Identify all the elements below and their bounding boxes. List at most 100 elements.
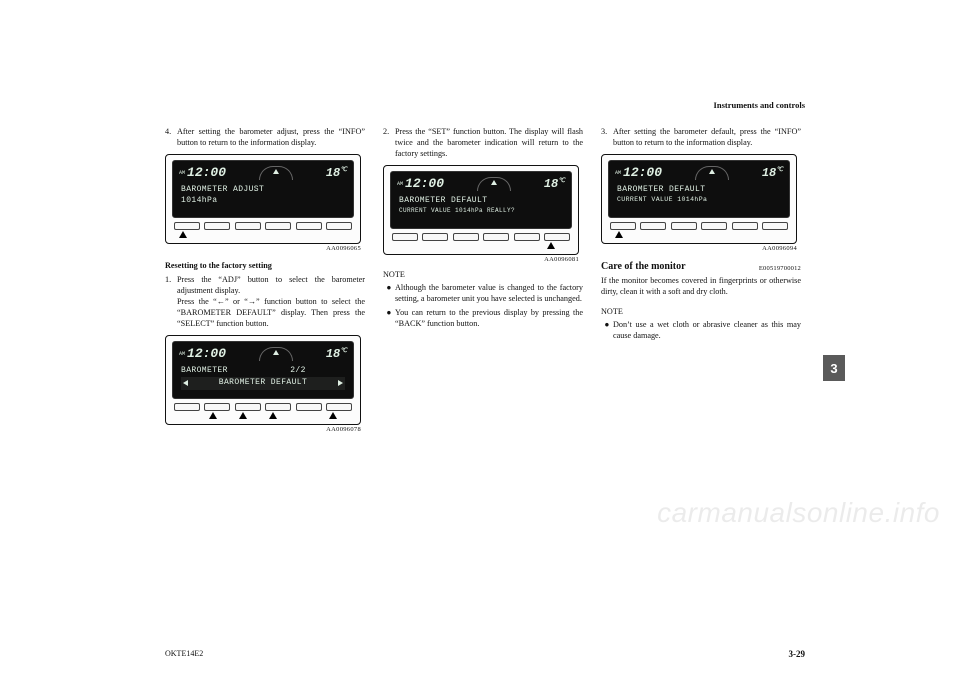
function-button[interactable] [610,222,636,230]
function-button[interactable] [204,222,230,230]
column-3: 3. After setting the barometer default, … [601,126,801,437]
function-button[interactable] [640,222,666,230]
footer-code: OKTE14E2 [165,649,203,659]
column-2: 2. Press the “SET” function button. The … [383,126,583,437]
lcd-screen: AM12:00 18℃ BAROMETER ADJUST 1014hPa [172,160,354,218]
section-header: Instruments and controls [714,100,805,110]
bullet-text: Don’t use a wet cloth or abrasive cleane… [613,319,801,341]
clock-ampm: AM [397,182,403,187]
function-button[interactable] [235,222,261,230]
arrow-indicators [172,412,354,420]
function-button[interactable] [392,233,418,241]
body-text: If the monitor becomes covered in finger… [601,275,801,297]
arrow-indicators [172,231,354,239]
screen-line2: CURRENT VALUE 1014hPa [617,196,781,205]
list-number: 3. [601,126,613,148]
page-footer: OKTE14E2 3-29 [165,649,805,659]
up-arrow-icon [269,412,277,419]
temperature: 18℃ [544,176,565,192]
compass-icon [477,177,511,191]
up-arrow-icon [547,242,555,249]
function-button[interactable] [701,222,727,230]
clock-time: 12:00 [405,175,444,193]
compass-icon [695,166,729,180]
function-button[interactable] [174,222,200,230]
heading-text: Care of the monitor [601,260,686,274]
heading-care: Care of the monitor E00519700012 [601,260,801,274]
bullet-icon: ● [383,282,395,304]
column-layout: 4. After setting the barometer adjust, p… [165,126,805,437]
page-number: 3-29 [789,649,806,659]
bullet-text: Although the barometer value is changed … [395,282,583,304]
manual-page: Instruments and controls 4. After settin… [165,100,805,620]
screen-message: BAROMETER ADJUST 1014hPa [181,185,345,207]
bullet-item: ● Don’t use a wet cloth or abrasive clea… [601,319,801,341]
screen-line1: BAROMETER 2/2 [181,366,345,377]
figure-4: AM12:00 18℃ BAROMETER DEFAULT CURRENT VA… [601,154,797,254]
list-text: After setting the barometer adjust, pres… [177,126,365,148]
function-button[interactable] [265,403,291,411]
list-number: 2. [383,126,395,159]
clock-ampm: AM [179,171,185,176]
screen-line1: BAROMETER ADJUST [181,185,345,196]
right-arrow-icon [338,380,343,386]
function-button[interactable] [732,222,758,230]
left-arrow-icon [183,380,188,386]
figure-code: AA0096065 [165,245,361,254]
list-text: After setting the barometer default, pre… [613,126,801,148]
compass-icon [259,347,293,361]
lcd-screen: AM12:00 18℃ BAROMETER DEFAULT CURRENT VA… [608,160,790,218]
function-button[interactable] [483,233,509,241]
banner-text: BAROMETER DEFAULT [219,378,307,389]
arrow-indicators [390,242,572,250]
function-button[interactable] [514,233,540,241]
bullet-item: ● Although the barometer value is change… [383,282,583,304]
function-button[interactable] [235,403,261,411]
note-label: NOTE [383,269,583,280]
screen-banner: BAROMETER DEFAULT [181,377,345,390]
screen-line1: BAROMETER DEFAULT [617,185,781,196]
list-number: 1. [165,274,177,329]
column-1: 4. After setting the barometer adjust, p… [165,126,365,437]
bullet-icon: ● [383,307,395,329]
screen-top-row: AM12:00 18℃ [173,345,353,363]
chapter-tab: 3 [823,355,845,381]
list-text: Press the “ADJ” button to select the bar… [177,274,365,329]
screen-message: BAROMETER DEFAULT CURRENT VALUE 1014hPa [617,185,781,205]
function-button[interactable] [204,403,230,411]
figure-2: AM12:00 18℃ BAROMETER 2/2 BAROMETER DEFA… [165,335,361,435]
screen-top-row: AM12:00 18℃ [609,164,789,182]
list-item: 3. After setting the barometer default, … [601,126,801,148]
figure-code: AA0096081 [383,256,579,265]
screen-line2: CURRENT VALUE 1014hPa REALLY? [399,207,563,215]
function-button[interactable] [544,233,570,241]
function-button[interactable] [265,222,291,230]
function-button[interactable] [296,403,322,411]
function-button[interactable] [453,233,479,241]
device-frame: AM12:00 18℃ BAROMETER 2/2 BAROMETER DEFA… [165,335,361,425]
function-button[interactable] [422,233,448,241]
screen-top-row: AM12:00 18℃ [173,164,353,182]
function-button[interactable] [671,222,697,230]
function-button[interactable] [326,403,352,411]
up-arrow-icon [179,231,187,238]
function-button[interactable] [326,222,352,230]
list-text: Press the “SET” function button. The dis… [395,126,583,159]
up-arrow-icon [209,412,217,419]
screen-top-row: AM12:00 18℃ [391,175,571,193]
heading-code: E00519700012 [759,265,801,274]
bullet-item: ● You can return to the previous display… [383,307,583,329]
lcd-screen: AM12:00 18℃ BAROMETER 2/2 BAROMETER DEFA… [172,341,354,399]
figure-code: AA0096078 [165,426,361,435]
screen-line1: BAROMETER DEFAULT [399,196,563,207]
screen-message: BAROMETER 2/2 BAROMETER DEFAULT [181,366,345,390]
screen-message: BAROMETER DEFAULT CURRENT VALUE 1014hPa … [399,196,563,215]
function-button[interactable] [174,403,200,411]
function-button[interactable] [296,222,322,230]
list-item: 4. After setting the barometer adjust, p… [165,126,365,148]
temperature: 18℃ [326,165,347,181]
clock-ampm: AM [615,171,621,176]
list-number: 4. [165,126,177,148]
compass-icon [259,166,293,180]
function-button[interactable] [762,222,788,230]
